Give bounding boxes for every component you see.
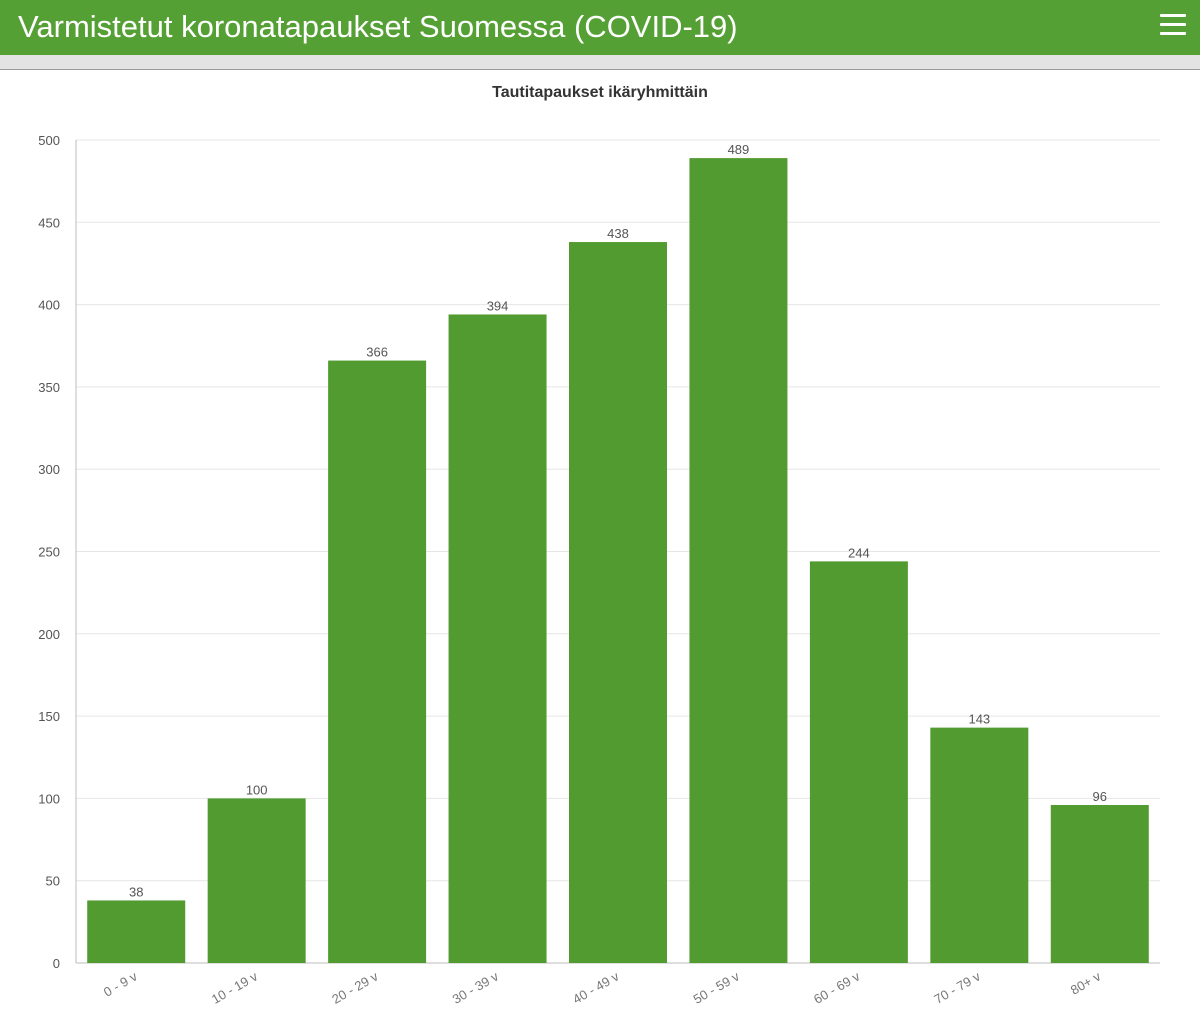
menu-line (1160, 32, 1186, 35)
bar (569, 242, 667, 963)
x-tick-label: 0 - 9 v (101, 968, 140, 999)
data-label: 366 (366, 345, 388, 360)
bar (87, 900, 186, 963)
bar (448, 314, 547, 963)
app-header: Varmistetut koronatapaukset Suomessa (CO… (0, 0, 1200, 55)
bar (930, 727, 1029, 963)
menu-line (1160, 14, 1186, 17)
y-tick-label: 350 (38, 380, 60, 395)
hamburger-menu-icon[interactable] (1160, 12, 1186, 36)
y-tick-label: 300 (38, 462, 60, 477)
bar (1050, 804, 1149, 963)
y-tick-label: 50 (46, 874, 60, 889)
chart-panel: Tautitapaukset ikäryhmittäin 0 50 100 150 200… (0, 70, 1200, 1018)
y-tick-label: 200 (38, 627, 60, 642)
menu-line (1160, 23, 1186, 26)
x-tick-label: 30 - 39 v (450, 968, 502, 1007)
bar-chart: Tautitapaukset ikäryhmittäin 0 50 100 150 200… (38, 84, 1160, 1007)
page-title: Varmistetut koronatapaukset Suomessa (CO… (18, 9, 738, 44)
y-tick-label: 0 (53, 956, 60, 971)
data-label: 244 (848, 545, 870, 560)
y-tick-label: 500 (38, 133, 60, 148)
x-tick-label: 20 - 29 v (329, 968, 381, 1007)
x-tick-label: 80+ v (1068, 968, 1104, 997)
bar (207, 798, 306, 963)
toolbar-strip (0, 55, 1200, 70)
y-tick-label: 400 (38, 298, 60, 313)
data-label: 100 (246, 782, 268, 797)
x-tick-label: 10 - 19 v (209, 968, 261, 1007)
x-tick-label: 50 - 59 v (691, 968, 743, 1007)
y-tick-label: 150 (38, 709, 60, 724)
data-label: 143 (968, 712, 990, 727)
y-tick-label: 250 (38, 545, 60, 560)
bar (809, 561, 908, 963)
x-tick-label: 60 - 69 v (811, 968, 863, 1007)
y-tick-label: 100 (38, 791, 60, 806)
data-label: 489 (728, 142, 750, 157)
y-tick-label: 450 (38, 215, 60, 230)
data-label: 96 (1093, 789, 1107, 804)
data-label: 438 (607, 226, 629, 241)
x-tick-label: 40 - 49 v (570, 968, 622, 1007)
chart-title: Tautitapaukset ikäryhmittäin (492, 84, 708, 101)
data-label: 38 (129, 884, 143, 899)
bar (328, 360, 427, 964)
data-label: 394 (487, 298, 509, 313)
bar (689, 158, 788, 963)
x-tick-label: 70 - 79 v (932, 968, 984, 1007)
